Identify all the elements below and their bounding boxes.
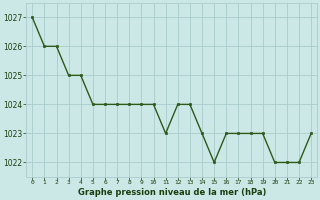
X-axis label: Graphe pression niveau de la mer (hPa): Graphe pression niveau de la mer (hPa) <box>77 188 266 197</box>
